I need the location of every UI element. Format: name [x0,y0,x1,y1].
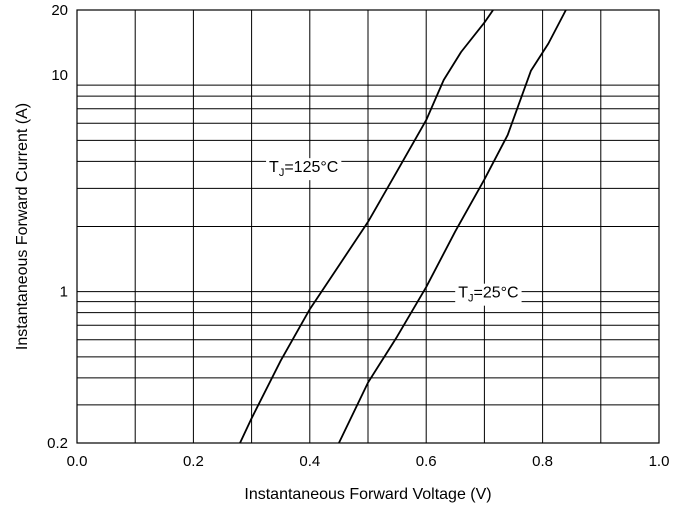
annotation-background [266,158,342,181]
annotation-background [455,283,522,306]
series-line-1 [239,9,494,444]
curve-annotation-2: TJ=25°C [458,285,518,305]
x-tick-label: 1.0 [649,453,670,470]
x-tick-label: 0.4 [299,453,320,470]
y-tick-label: 20 [51,2,68,19]
y-tick-label: 10 [51,67,68,84]
series-line-2 [338,9,567,444]
series-group [239,9,567,444]
y-axis-title: Instantaneous Forward Current (A) [14,103,31,350]
x-axis-title: Instantaneous Forward Voltage (V) [244,486,491,503]
annotations: TJ=125°C TJ=25°C [266,158,522,306]
grid [77,10,659,443]
x-tick-label: 0.8 [532,453,553,470]
x-tick-label: 0.0 [67,453,88,470]
x-tick-label: 0.2 [183,453,204,470]
curve-annotation-1: TJ=125°C [269,159,338,179]
y-tick-label: 1 [60,284,68,301]
x-tick-label: 0.6 [416,453,437,470]
y-tick-label: 0.2 [47,435,68,452]
plot-frame [76,9,660,444]
